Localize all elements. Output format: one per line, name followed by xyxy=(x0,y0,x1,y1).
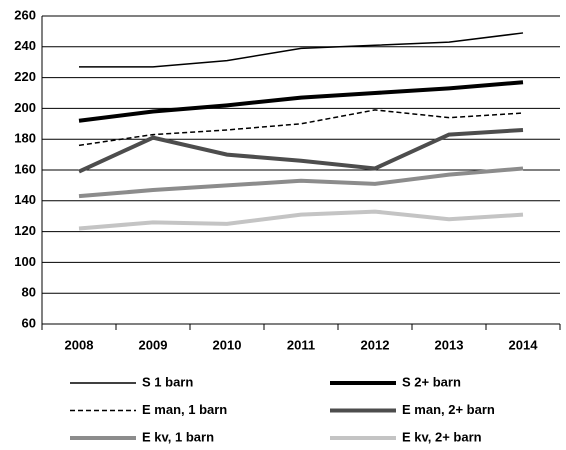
y-tick-label: 260 xyxy=(14,7,36,22)
x-tick-label: 2009 xyxy=(139,337,168,352)
legend-label: E man, 2+ barn xyxy=(402,402,495,417)
y-tick-label: 60 xyxy=(22,315,36,330)
y-tick-label: 180 xyxy=(14,131,36,146)
x-tick-label: 2010 xyxy=(213,337,242,352)
legend-label: E kv, 1 barn xyxy=(142,429,214,444)
legend-label: E man, 1 barn xyxy=(142,402,227,417)
series-line xyxy=(78,127,524,174)
series-line xyxy=(78,209,524,231)
legend-label: S 1 barn xyxy=(142,374,193,389)
y-tick-label: 160 xyxy=(14,161,36,176)
x-tick-label: 2008 xyxy=(65,337,94,352)
legend-label: E kv, 2+ barn xyxy=(402,429,482,444)
y-tick-label: 100 xyxy=(14,254,36,269)
series-line xyxy=(78,166,524,199)
y-tick-label: 240 xyxy=(14,38,36,53)
x-tick-label: 2011 xyxy=(287,337,315,352)
legend-label: S 2+ barn xyxy=(402,374,461,389)
x-tick-label: 2014 xyxy=(509,337,539,352)
series-line xyxy=(78,109,524,147)
y-tick-label: 80 xyxy=(22,285,36,300)
x-tick-label: 2013 xyxy=(435,337,464,352)
y-tick-label: 220 xyxy=(14,69,36,84)
y-tick-label: 200 xyxy=(14,100,36,115)
y-tick-label: 120 xyxy=(14,223,36,238)
series-line xyxy=(79,32,524,68)
x-tick-label: 2012 xyxy=(361,337,390,352)
series-line xyxy=(78,80,524,123)
y-tick-label: 140 xyxy=(14,192,36,207)
